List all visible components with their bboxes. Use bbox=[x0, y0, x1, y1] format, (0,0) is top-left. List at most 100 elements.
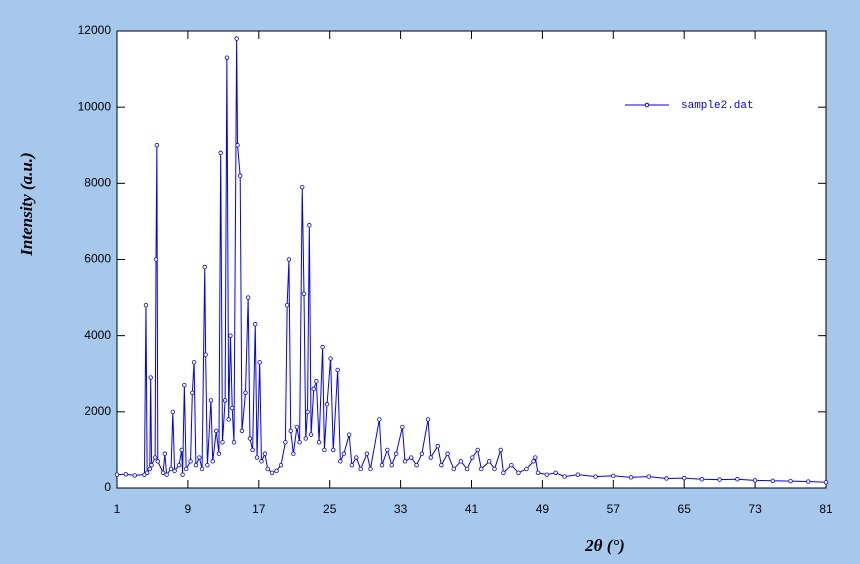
data-point bbox=[210, 459, 215, 464]
data-point bbox=[409, 455, 414, 460]
data-point bbox=[190, 390, 195, 395]
data-point bbox=[205, 462, 210, 468]
data-point bbox=[524, 466, 529, 472]
data-point bbox=[231, 440, 237, 445]
data-point bbox=[153, 257, 159, 262]
data-point bbox=[168, 466, 174, 472]
data-point bbox=[239, 428, 245, 434]
x-axis-label: 2θ (°) bbox=[584, 536, 625, 555]
data-point bbox=[445, 451, 450, 456]
data-point bbox=[328, 356, 333, 361]
data-point bbox=[823, 480, 829, 485]
data-point bbox=[303, 436, 308, 441]
legend-marker bbox=[644, 102, 650, 108]
data-point bbox=[368, 466, 373, 472]
data-point bbox=[385, 447, 390, 453]
data-point bbox=[257, 360, 262, 365]
data-point bbox=[341, 451, 347, 456]
data-point bbox=[274, 468, 279, 474]
data-point bbox=[224, 55, 230, 60]
data-point bbox=[182, 382, 187, 388]
data-point bbox=[294, 424, 300, 430]
data-point bbox=[320, 344, 325, 350]
data-point bbox=[358, 466, 363, 472]
data-point bbox=[428, 455, 433, 460]
data-point bbox=[284, 303, 290, 308]
data-point bbox=[479, 466, 484, 472]
data-point bbox=[470, 455, 475, 460]
data-point bbox=[770, 478, 776, 483]
data-point bbox=[297, 440, 302, 445]
data-point bbox=[316, 440, 322, 445]
data-point bbox=[414, 462, 419, 468]
data-point bbox=[155, 459, 160, 464]
data-point bbox=[170, 409, 176, 415]
data-point bbox=[193, 462, 199, 468]
data-point bbox=[562, 474, 567, 479]
data-point bbox=[717, 477, 722, 482]
x-tick-label: 81 bbox=[819, 502, 833, 516]
x-tick-label: 41 bbox=[465, 502, 479, 516]
data-point bbox=[237, 173, 243, 178]
data-point bbox=[501, 470, 506, 475]
data-point bbox=[533, 455, 538, 460]
data-point bbox=[308, 432, 314, 437]
data-point bbox=[389, 462, 394, 468]
data-point bbox=[283, 440, 288, 445]
x-tick-label: 65 bbox=[678, 502, 692, 516]
y-tick-label: 8000 bbox=[84, 176, 111, 190]
data-point bbox=[425, 417, 431, 422]
data-point bbox=[245, 295, 251, 300]
x-tick-label: 25 bbox=[323, 502, 337, 516]
data-point bbox=[243, 390, 248, 395]
data-point bbox=[806, 479, 811, 484]
data-point bbox=[752, 478, 758, 483]
data-point bbox=[226, 417, 231, 422]
data-point bbox=[199, 466, 205, 472]
data-point bbox=[164, 472, 169, 477]
data-point bbox=[354, 455, 359, 460]
y-tick-label: 2000 bbox=[84, 404, 111, 418]
data-point bbox=[498, 447, 503, 453]
data-point bbox=[628, 475, 634, 480]
data-point bbox=[322, 447, 327, 453]
data-point bbox=[172, 468, 177, 474]
data-point bbox=[147, 466, 152, 472]
data-point bbox=[311, 386, 316, 392]
x-tick-label: 9 bbox=[185, 502, 192, 516]
y-tick-label: 4000 bbox=[84, 328, 111, 342]
data-point bbox=[439, 462, 444, 468]
data-point bbox=[144, 470, 150, 475]
data-point bbox=[435, 443, 441, 449]
data-point bbox=[216, 451, 222, 456]
data-point bbox=[335, 367, 340, 373]
data-point bbox=[509, 462, 514, 468]
data-point bbox=[123, 472, 129, 477]
data-point bbox=[553, 470, 558, 475]
data-point bbox=[288, 428, 293, 434]
data-point bbox=[393, 451, 399, 456]
data-point bbox=[544, 472, 550, 477]
data-point bbox=[202, 264, 207, 270]
data-point bbox=[291, 451, 296, 456]
y-tick-label: 12000 bbox=[78, 23, 112, 37]
data-point bbox=[324, 402, 330, 407]
y-tick-label: 10000 bbox=[78, 99, 112, 113]
data-point bbox=[269, 470, 275, 475]
data-point bbox=[379, 462, 385, 468]
data-point bbox=[402, 459, 408, 464]
data-point bbox=[575, 472, 581, 477]
data-point bbox=[143, 303, 149, 308]
data-point bbox=[114, 472, 120, 477]
data-point bbox=[286, 257, 292, 262]
data-point bbox=[464, 466, 470, 472]
data-point bbox=[611, 473, 616, 479]
legend-label: sample2.dat bbox=[681, 100, 754, 112]
data-point bbox=[314, 379, 319, 384]
data-point bbox=[516, 470, 521, 475]
data-point bbox=[149, 462, 154, 468]
data-point bbox=[208, 398, 214, 403]
data-point bbox=[234, 36, 239, 41]
data-point bbox=[788, 478, 793, 484]
